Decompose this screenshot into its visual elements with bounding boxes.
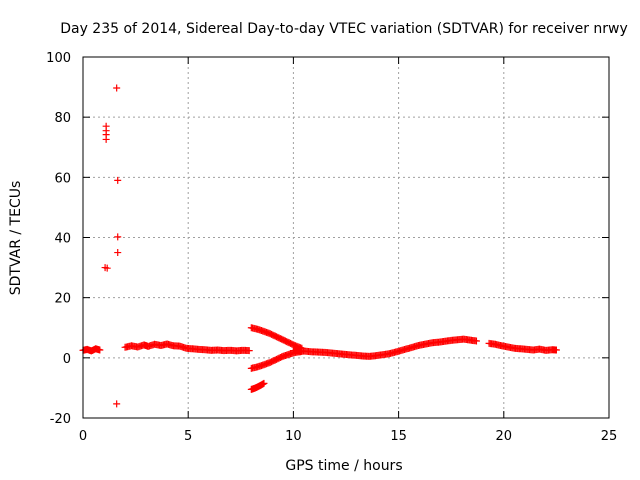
- x-axis-label: GPS time / hours: [285, 458, 402, 474]
- data-point: [113, 400, 121, 408]
- data-layer: [79, 84, 560, 408]
- x-tick-label: 10: [285, 429, 302, 444]
- data-point: [472, 337, 480, 345]
- y-tick-label: 0: [63, 352, 71, 367]
- data-point: [260, 379, 268, 387]
- y-axis-label: SDTVAR / TECUs: [8, 181, 24, 296]
- data-point: [245, 347, 253, 355]
- y-tick-label: 20: [54, 292, 71, 307]
- data-point: [114, 249, 122, 257]
- x-tick-label: 25: [601, 429, 618, 444]
- y-tick-label: 40: [54, 232, 71, 247]
- x-tick-label: 0: [79, 429, 87, 444]
- y-tick-label: -20: [50, 412, 71, 427]
- x-tick-label: 20: [496, 429, 513, 444]
- data-point: [113, 84, 121, 92]
- data-point: [103, 264, 111, 272]
- y-tick-label: 80: [54, 111, 71, 126]
- data-point: [96, 346, 104, 354]
- tick-layer: 0 5 10 15 20 25 -20 0 20 40 60 80 100: [46, 51, 617, 444]
- data-point: [114, 233, 122, 241]
- data-point: [298, 348, 306, 356]
- grid-layer: [83, 57, 609, 418]
- data-point: [552, 346, 560, 354]
- x-tick-label: 15: [390, 429, 407, 444]
- data-point: [114, 176, 122, 184]
- y-tick-label: 60: [54, 171, 71, 186]
- data-point: [102, 135, 110, 143]
- y-tick-label: 100: [46, 51, 71, 66]
- x-tick-label: 5: [184, 429, 192, 444]
- chart-title: Day 235 of 2014, Sidereal Day-to-day VTE…: [60, 21, 628, 37]
